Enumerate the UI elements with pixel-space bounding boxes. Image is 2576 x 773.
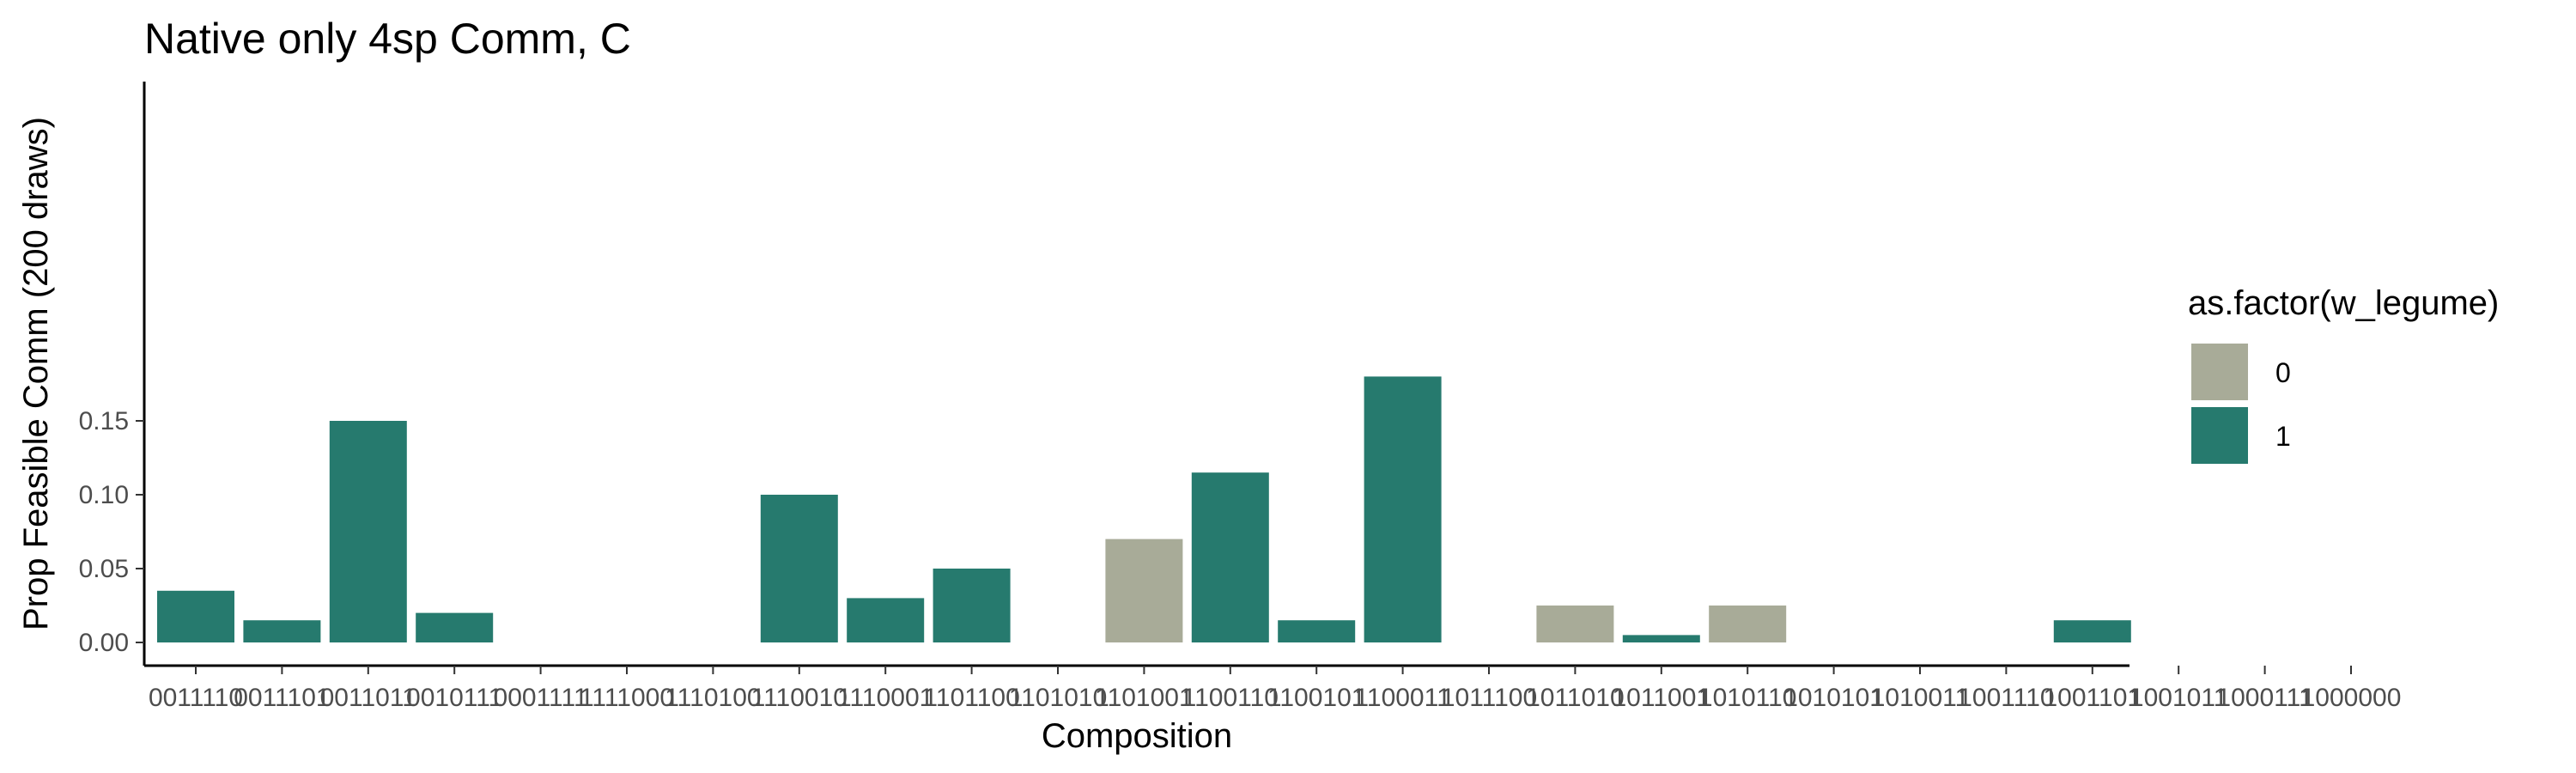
legend-key-1 bbox=[2191, 407, 2248, 464]
plot-area bbox=[157, 376, 2131, 642]
x-tick-label: 1101001 bbox=[1095, 684, 1194, 712]
bar-1100011 bbox=[1364, 376, 1442, 642]
bar-0011110 bbox=[157, 590, 234, 642]
x-tick-label: 1001101 bbox=[2044, 684, 2142, 712]
legend: as.factor(w_legume) 0 1 bbox=[2188, 284, 2499, 464]
y-tick-label: 0.05 bbox=[79, 555, 129, 583]
x-tick-label: 1111000 bbox=[580, 684, 674, 712]
x-tick-label: 1100011 bbox=[1354, 684, 1450, 712]
x-tick-label: 1010011 bbox=[1871, 684, 1970, 712]
x-tick-label: 0011011 bbox=[320, 684, 416, 712]
bar-1011010 bbox=[1536, 606, 1614, 642]
x-tick-label: 1101100 bbox=[923, 684, 1019, 712]
x-tick-label: 1011010 bbox=[1526, 684, 1625, 712]
y-tick-label: 0.15 bbox=[79, 407, 129, 435]
bar-0011011 bbox=[329, 421, 407, 642]
legend-key-0 bbox=[2191, 344, 2248, 400]
x-tick-label: 1101010 bbox=[1009, 684, 1108, 712]
bar-0010111 bbox=[416, 612, 494, 642]
x-tick-label: 0010111 bbox=[406, 684, 502, 712]
x-axis-title: Composition bbox=[1042, 717, 1232, 755]
y-axis-title: Prop Feasible Comm (200 draws) bbox=[17, 117, 55, 630]
legend-title: as.factor(w_legume) bbox=[2188, 284, 2499, 322]
y-tick-label: 0.10 bbox=[79, 481, 129, 509]
x-tick-label: 1000000 bbox=[2301, 684, 2402, 712]
x-tick-label: 1110001 bbox=[837, 684, 933, 712]
bar-1101100 bbox=[933, 569, 1011, 642]
bar-1101001 bbox=[1105, 539, 1183, 642]
bar-1100110 bbox=[1191, 472, 1269, 642]
x-tick-label: 1100110 bbox=[1182, 684, 1279, 712]
bar-1100101 bbox=[1278, 620, 1356, 642]
x-tick-label: 0001111 bbox=[494, 684, 588, 712]
bar-0011101 bbox=[243, 620, 321, 642]
bar-1110010 bbox=[760, 495, 838, 642]
x-tick-label: 1110010 bbox=[751, 684, 848, 712]
x-tick-label: 1011001 bbox=[1613, 684, 1711, 712]
x-tick-label: 1001011 bbox=[2129, 684, 2228, 712]
legend-label-1: 1 bbox=[2275, 421, 2291, 452]
x-tick-label: 1011100 bbox=[1441, 684, 1537, 712]
x-tick-label: 0011101 bbox=[234, 684, 330, 712]
bar-1110001 bbox=[847, 598, 925, 642]
x-tick-label: 0011110 bbox=[149, 684, 243, 712]
legend-label-0: 0 bbox=[2275, 357, 2291, 388]
y-tick-label: 0.00 bbox=[79, 629, 129, 657]
x-tick-label: 1100101 bbox=[1267, 684, 1366, 712]
bar-1001101 bbox=[2053, 620, 2131, 642]
x-tick-label: 1000111 bbox=[2216, 684, 2312, 712]
bar-1011001 bbox=[1622, 635, 1700, 642]
bar-1010110 bbox=[1709, 606, 1787, 642]
x-tick-label: 1001110 bbox=[1958, 684, 2054, 712]
x-tick-label: 1110100 bbox=[665, 684, 761, 712]
x-tick-label: 1010101 bbox=[1783, 684, 1884, 712]
chart-title: Native only 4sp Comm, C bbox=[144, 15, 631, 63]
x-tick-label: 1010110 bbox=[1698, 684, 1797, 712]
